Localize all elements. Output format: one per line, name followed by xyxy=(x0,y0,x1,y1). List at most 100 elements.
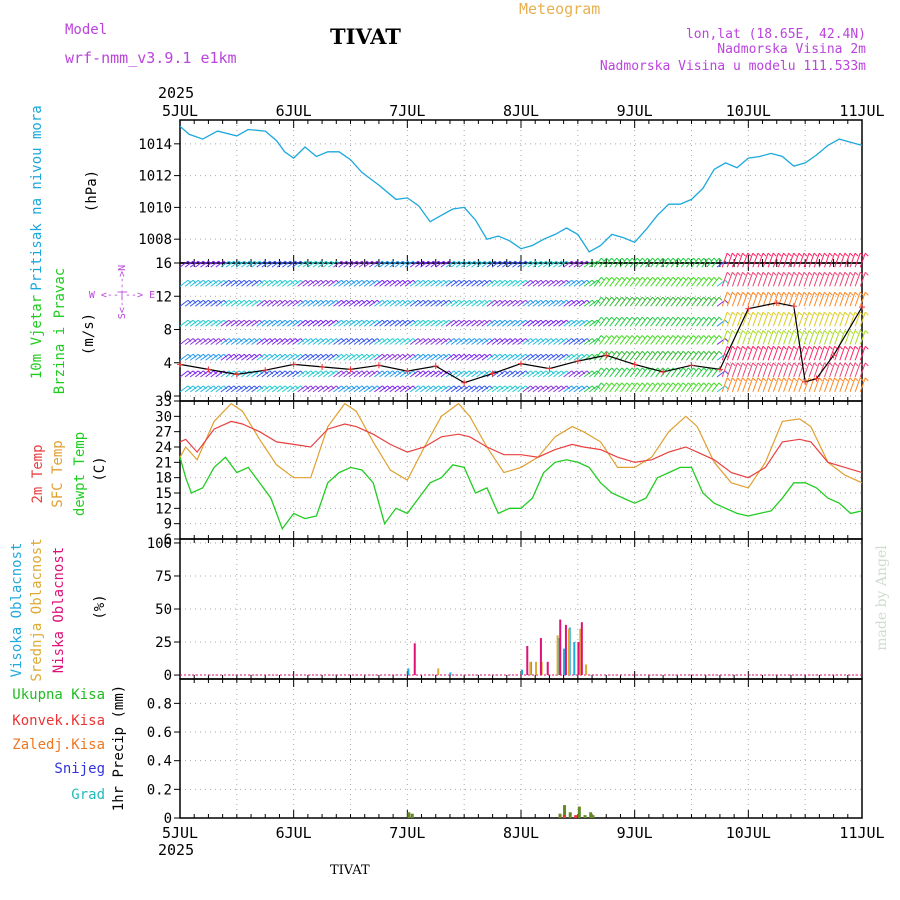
wind-barb xyxy=(824,272,830,287)
y-tick-label: 0.8 xyxy=(147,696,172,712)
precip-unit: 1hr Precip (mm) xyxy=(111,685,127,811)
wind-barb xyxy=(292,299,301,307)
wind-barb-flag xyxy=(772,311,777,316)
precip-bar xyxy=(563,805,567,818)
wind-barb xyxy=(670,382,679,393)
wind-barb xyxy=(302,370,312,378)
wind-barb-flag xyxy=(724,319,729,324)
wind-barb xyxy=(379,279,388,287)
wind-barb xyxy=(496,260,506,268)
wind-barb xyxy=(588,299,598,307)
bottom-tick-label: 9JUL xyxy=(617,824,653,842)
wind-barb xyxy=(527,338,537,345)
wind-barb-flag xyxy=(596,338,601,342)
wind-barb xyxy=(343,319,352,327)
wind-barb xyxy=(808,312,815,327)
wind-barb-flag xyxy=(646,316,651,321)
wind-barb-flag xyxy=(606,382,610,387)
wind-barb-flag xyxy=(824,291,828,296)
wind-barb-flag xyxy=(703,296,707,301)
wind-barb xyxy=(343,353,352,361)
wind-barb xyxy=(558,260,567,268)
wind-barb-flag xyxy=(818,291,823,296)
wind-barb xyxy=(215,385,225,393)
wind-barb xyxy=(542,279,552,287)
wind-barb xyxy=(353,260,363,268)
wind-barb-flag xyxy=(829,271,833,276)
wind-barb xyxy=(553,260,562,268)
wind-barb-flag xyxy=(657,350,661,355)
wind-barb xyxy=(849,362,856,378)
wind-barb-flag xyxy=(824,345,828,350)
wind-barb xyxy=(302,353,312,361)
wind-barb xyxy=(752,377,759,393)
wind-barb xyxy=(486,385,496,393)
wind-barb xyxy=(844,346,851,361)
wind-barb xyxy=(200,370,209,378)
wind-barb xyxy=(501,299,511,307)
wind-barb xyxy=(685,316,694,327)
wind-barb-flag xyxy=(762,345,767,350)
precip-bar xyxy=(583,815,587,818)
wind-barb xyxy=(675,335,684,345)
panel-frame xyxy=(179,678,863,819)
wind-barb xyxy=(317,338,327,345)
wind-barb-flag xyxy=(657,296,661,301)
wind-barb xyxy=(491,353,501,361)
wind-barb xyxy=(266,385,276,393)
wind-barb xyxy=(200,279,209,287)
wind-barb-flag xyxy=(813,345,818,350)
wind-barb xyxy=(783,272,790,287)
wind-barb xyxy=(767,346,774,361)
cloud-ylabel-mid: Srednja Oblacnost xyxy=(29,538,45,681)
wind-barb-flag xyxy=(596,260,601,265)
wind-barb xyxy=(522,260,532,268)
wind-barb xyxy=(583,385,593,393)
wind-barb xyxy=(507,338,516,345)
wind-barb xyxy=(767,377,774,393)
wind-barb-flag xyxy=(636,382,641,387)
wind-barb xyxy=(691,382,699,393)
wind-barb xyxy=(803,292,810,307)
wind-barb xyxy=(747,272,754,287)
wind-barb-flag xyxy=(731,271,736,276)
wind-barb xyxy=(430,319,439,327)
wind-barb xyxy=(302,299,312,307)
wind-barb xyxy=(507,279,516,287)
wind-barb xyxy=(558,385,567,393)
wind-barb-flag xyxy=(641,296,646,301)
wind-barb xyxy=(235,279,245,287)
wind-barb xyxy=(517,279,526,287)
wind-barb-flag xyxy=(772,345,777,350)
wind-barb xyxy=(287,299,296,307)
wind-barb-flag xyxy=(636,316,641,321)
wind-barb xyxy=(466,260,475,268)
wind-barb xyxy=(839,377,846,393)
wind-barb xyxy=(655,367,664,378)
wind-barb-flag xyxy=(864,252,869,257)
wind-barb xyxy=(726,272,733,287)
wind-barb xyxy=(527,299,537,307)
wind-barb xyxy=(839,362,846,378)
wind-barb-flag xyxy=(682,335,687,339)
wind-barb xyxy=(501,385,511,393)
wind-barb xyxy=(614,296,623,307)
wind-barb xyxy=(701,367,710,378)
wind-barb-flag xyxy=(772,252,777,257)
wind-barb xyxy=(854,252,861,268)
wind-barb xyxy=(455,353,465,361)
wind-barb-flag xyxy=(636,296,641,301)
wind-barb-flag xyxy=(611,367,615,372)
wind-barb xyxy=(834,292,841,307)
wind-barb xyxy=(491,279,501,287)
model-label: Model xyxy=(65,22,107,38)
wind-barb xyxy=(189,319,199,327)
wind-barb xyxy=(414,279,424,287)
wind-barb-flag xyxy=(672,276,677,281)
wind-barb xyxy=(394,353,404,361)
wind-barb-flag xyxy=(767,311,772,316)
wind-barb xyxy=(276,385,286,393)
wind-barb xyxy=(379,353,388,361)
wind-barb xyxy=(599,316,607,327)
wind-barb xyxy=(634,296,643,307)
